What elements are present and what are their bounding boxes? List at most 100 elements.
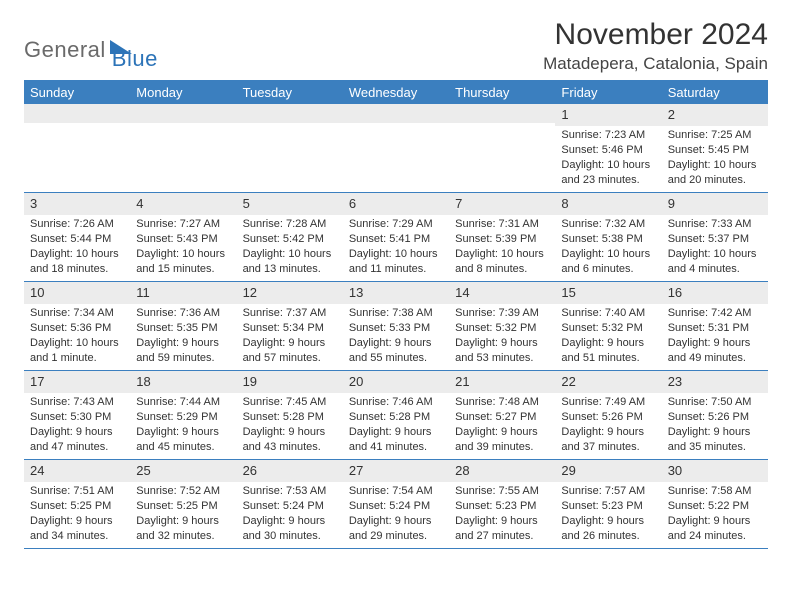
day-content: Sunrise: 7:26 AMSunset: 5:44 PMDaylight:… [24, 215, 130, 280]
day-content: Sunrise: 7:43 AMSunset: 5:30 PMDaylight:… [24, 393, 130, 458]
day-line: and 26 minutes. [561, 529, 657, 544]
day-number: 8 [561, 196, 568, 211]
day-line: Daylight: 10 hours [349, 247, 445, 262]
day-content [24, 123, 130, 192]
day-line: Daylight: 9 hours [243, 336, 339, 351]
day-line: Daylight: 10 hours [455, 247, 551, 262]
week-row: 17Sunrise: 7:43 AMSunset: 5:30 PMDayligh… [24, 371, 768, 460]
day-content: Sunrise: 7:23 AMSunset: 5:46 PMDaylight:… [555, 126, 661, 191]
day-line: and 43 minutes. [243, 440, 339, 455]
day-content: Sunrise: 7:31 AMSunset: 5:39 PMDaylight:… [449, 215, 555, 280]
day-content: Sunrise: 7:52 AMSunset: 5:25 PMDaylight:… [130, 482, 236, 547]
weekday-header: Saturday [662, 82, 768, 104]
day-line: Sunset: 5:28 PM [349, 410, 445, 425]
day-number: 3 [30, 196, 37, 211]
day-line: Sunrise: 7:57 AM [561, 484, 657, 499]
day-line: Daylight: 9 hours [136, 514, 232, 529]
day-line: Daylight: 9 hours [455, 514, 551, 529]
day-content: Sunrise: 7:40 AMSunset: 5:32 PMDaylight:… [555, 304, 661, 369]
day-line: Daylight: 10 hours [243, 247, 339, 262]
day-line: Sunrise: 7:44 AM [136, 395, 232, 410]
day-number: 4 [136, 196, 143, 211]
logo-text-blue: Blue [112, 46, 158, 72]
day-content: Sunrise: 7:39 AMSunset: 5:32 PMDaylight:… [449, 304, 555, 369]
day-number: 15 [561, 285, 575, 300]
day-line: Sunrise: 7:32 AM [561, 217, 657, 232]
day-cell: 25 Sunrise: 7:52 AMSunset: 5:25 PMDayligh… [130, 460, 236, 548]
day-line: Sunrise: 7:49 AM [561, 395, 657, 410]
day-line: Sunset: 5:26 PM [561, 410, 657, 425]
day-number-row: 3 [24, 193, 130, 215]
day-cell: 15 Sunrise: 7:40 AMSunset: 5:32 PMDayligh… [555, 282, 661, 370]
day-line: Daylight: 9 hours [561, 336, 657, 351]
day-line: Sunset: 5:33 PM [349, 321, 445, 336]
day-line: Sunrise: 7:40 AM [561, 306, 657, 321]
day-content: Sunrise: 7:44 AMSunset: 5:29 PMDaylight:… [130, 393, 236, 458]
day-cell: 4Sunrise: 7:27 AMSunset: 5:43 PMDaylight… [130, 193, 236, 281]
day-cell: 14 Sunrise: 7:39 AMSunset: 5:32 PMDayligh… [449, 282, 555, 370]
day-line: Sunrise: 7:26 AM [30, 217, 126, 232]
weekday-header: Tuesday [237, 82, 343, 104]
day-number: 25 [136, 463, 150, 478]
day-line: and 59 minutes. [136, 351, 232, 366]
day-number-row: 12 [237, 282, 343, 304]
location: Matadepera, Catalonia, Spain [543, 54, 768, 74]
day-line: Daylight: 9 hours [136, 425, 232, 440]
day-line: Sunrise: 7:31 AM [455, 217, 551, 232]
day-number-row: 13 [343, 282, 449, 304]
day-line: Sunset: 5:38 PM [561, 232, 657, 247]
day-cell: 6Sunrise: 7:29 AMSunset: 5:41 PMDaylight… [343, 193, 449, 281]
day-line: Sunrise: 7:45 AM [243, 395, 339, 410]
day-line: Sunrise: 7:54 AM [349, 484, 445, 499]
day-number-row: 29 [555, 460, 661, 482]
day-number-row: 18 [130, 371, 236, 393]
day-content: Sunrise: 7:54 AMSunset: 5:24 PMDaylight:… [343, 482, 449, 547]
day-line: Sunset: 5:26 PM [668, 410, 764, 425]
day-number-row: 1 [555, 104, 661, 126]
day-line: and 30 minutes. [243, 529, 339, 544]
day-line: and 37 minutes. [561, 440, 657, 455]
day-line: and 39 minutes. [455, 440, 551, 455]
day-cell: 28Sunrise: 7:55 AMSunset: 5:23 PMDayligh… [449, 460, 555, 548]
day-line: and 11 minutes. [349, 262, 445, 277]
day-content [343, 123, 449, 192]
day-cell: 2Sunrise: 7:25 AMSunset: 5:45 PMDaylight… [662, 104, 768, 192]
day-content: Sunrise: 7:34 AMSunset: 5:36 PMDaylight:… [24, 304, 130, 369]
week-row: 1Sunrise: 7:23 AMSunset: 5:46 PMDaylight… [24, 104, 768, 193]
day-line: Sunrise: 7:55 AM [455, 484, 551, 499]
day-line: Daylight: 9 hours [349, 336, 445, 351]
day-number-row: 21 [449, 371, 555, 393]
day-line: and 55 minutes. [349, 351, 445, 366]
day-content: Sunrise: 7:36 AMSunset: 5:35 PMDaylight:… [130, 304, 236, 369]
day-line: and 8 minutes. [455, 262, 551, 277]
day-line: Daylight: 9 hours [30, 514, 126, 529]
day-number: 14 [455, 285, 469, 300]
day-number-row: 4 [130, 193, 236, 215]
day-number: 20 [349, 374, 363, 389]
day-line: Sunset: 5:41 PM [349, 232, 445, 247]
day-number: 28 [455, 463, 469, 478]
day-line: Sunset: 5:32 PM [561, 321, 657, 336]
day-number-row [449, 104, 555, 123]
day-line: Sunset: 5:31 PM [668, 321, 764, 336]
day-line: Sunset: 5:25 PM [136, 499, 232, 514]
day-number: 29 [561, 463, 575, 478]
day-line: Sunset: 5:30 PM [30, 410, 126, 425]
header: General Blue November 2024 Matadepera, C… [24, 18, 768, 74]
day-number-row: 22 [555, 371, 661, 393]
day-line: Sunrise: 7:53 AM [243, 484, 339, 499]
day-line: and 51 minutes. [561, 351, 657, 366]
day-cell: 16Sunrise: 7:42 AMSunset: 5:31 PMDayligh… [662, 282, 768, 370]
day-line: Sunrise: 7:50 AM [668, 395, 764, 410]
day-line: Daylight: 10 hours [668, 158, 764, 173]
day-line: Sunrise: 7:43 AM [30, 395, 126, 410]
day-cell: 29Sunrise: 7:57 AMSunset: 5:23 PMDayligh… [555, 460, 661, 548]
day-line: and 1 minute. [30, 351, 126, 366]
week-row: 3 Sunrise: 7:26 AMSunset: 5:44 PMDaylight… [24, 193, 768, 282]
day-line: Sunset: 5:24 PM [243, 499, 339, 514]
day-line: Sunset: 5:29 PM [136, 410, 232, 425]
day-number-row [237, 104, 343, 123]
day-cell: 10Sunrise: 7:34 AMSunset: 5:36 PMDayligh… [24, 282, 130, 370]
day-line: and 6 minutes. [561, 262, 657, 277]
day-line: Sunrise: 7:25 AM [668, 128, 764, 143]
